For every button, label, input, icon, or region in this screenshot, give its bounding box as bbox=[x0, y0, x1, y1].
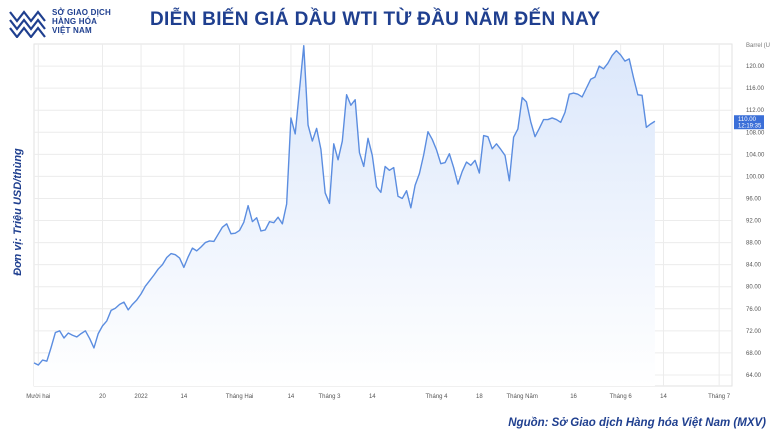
x-tick-label: 14 bbox=[660, 394, 667, 400]
y-tick-label: 96.00 bbox=[746, 196, 762, 202]
x-tick-label: 2022 bbox=[134, 394, 148, 400]
last-price-badge: 110.00 12:19:35 bbox=[734, 115, 764, 130]
x-tick-label: 14 bbox=[288, 394, 295, 400]
logo-line-3: VIỆT NAM bbox=[52, 26, 92, 35]
x-tick-label: Tháng 4 bbox=[426, 394, 449, 400]
y-tick-label: 104.00 bbox=[746, 152, 765, 158]
y-tick-label: 88.00 bbox=[746, 241, 762, 247]
source-note: Nguồn: Sở Giao dịch Hàng hóa Việt Nam (M… bbox=[508, 417, 766, 429]
y-tick-label: 72.00 bbox=[746, 329, 762, 335]
y-tick-label: 92.00 bbox=[746, 219, 762, 225]
x-tick-label: Mười hai bbox=[26, 394, 50, 400]
y-tick-label: 116.00 bbox=[746, 86, 765, 92]
x-tick-label: 20 bbox=[99, 394, 106, 400]
x-tick-label: Tháng 3 bbox=[318, 394, 341, 400]
x-tick-label: 18 bbox=[476, 394, 483, 400]
y-tick-label: 120.00 bbox=[746, 64, 765, 70]
y-tick-label: 76.00 bbox=[746, 307, 762, 313]
x-tick-label: 14 bbox=[181, 394, 188, 400]
logo-text: SỞ GIAO DỊCH HÀNG HÓA VIỆT NAM bbox=[52, 8, 111, 35]
last-price-badge-bg bbox=[734, 115, 764, 130]
price-line bbox=[33, 44, 656, 366]
x-tick-layer: Mười hai 20 2022 14 Tháng Hai 14 Tháng 3 14 Thán… bbox=[26, 394, 731, 400]
logo-mark-icon bbox=[9, 10, 46, 39]
y-tick-label: 64.00 bbox=[746, 373, 762, 379]
last-price-label: 110.00 bbox=[738, 117, 757, 123]
y-tick-label: 68.00 bbox=[746, 351, 762, 357]
x-tick-label: 16 bbox=[570, 394, 577, 400]
logo-line-2: HÀNG HÓA bbox=[52, 17, 98, 26]
x-tick-label: Tháng 6 bbox=[610, 394, 633, 400]
x-tick-label: Tháng Hai bbox=[226, 394, 254, 400]
price-area-fill bbox=[34, 45, 655, 387]
x-tick-label: Tháng 7 bbox=[708, 394, 731, 400]
y-tick-label: 100.00 bbox=[746, 174, 765, 180]
unit-label: Barrel (U bbox=[746, 43, 770, 49]
y-tick-label: 80.00 bbox=[746, 285, 762, 291]
last-time-label: 12:19:35 bbox=[738, 124, 762, 130]
y-tick-label: 84.00 bbox=[746, 263, 762, 269]
y-tick-label: 112.00 bbox=[746, 108, 765, 114]
x-tick-label: Tháng Năm bbox=[506, 394, 537, 400]
logo-line-1: SỞ GIAO DỊCH bbox=[52, 8, 112, 17]
brand-logo: SỞ GIAO DỊCH HÀNG HÓA VIỆT NAM bbox=[8, 8, 148, 39]
chart-title: DIỄN BIẾN GIÁ DẦU WTI TỪ ĐẦU NĂM ĐẾN NAY bbox=[150, 9, 601, 30]
y-tick-label: 108.00 bbox=[746, 130, 765, 136]
y-tick-layer: 64.00 68.00 72.00 76.00 80.00 84.00 88.00 92.00… bbox=[746, 64, 765, 379]
x-tick-label: 14 bbox=[369, 394, 376, 400]
